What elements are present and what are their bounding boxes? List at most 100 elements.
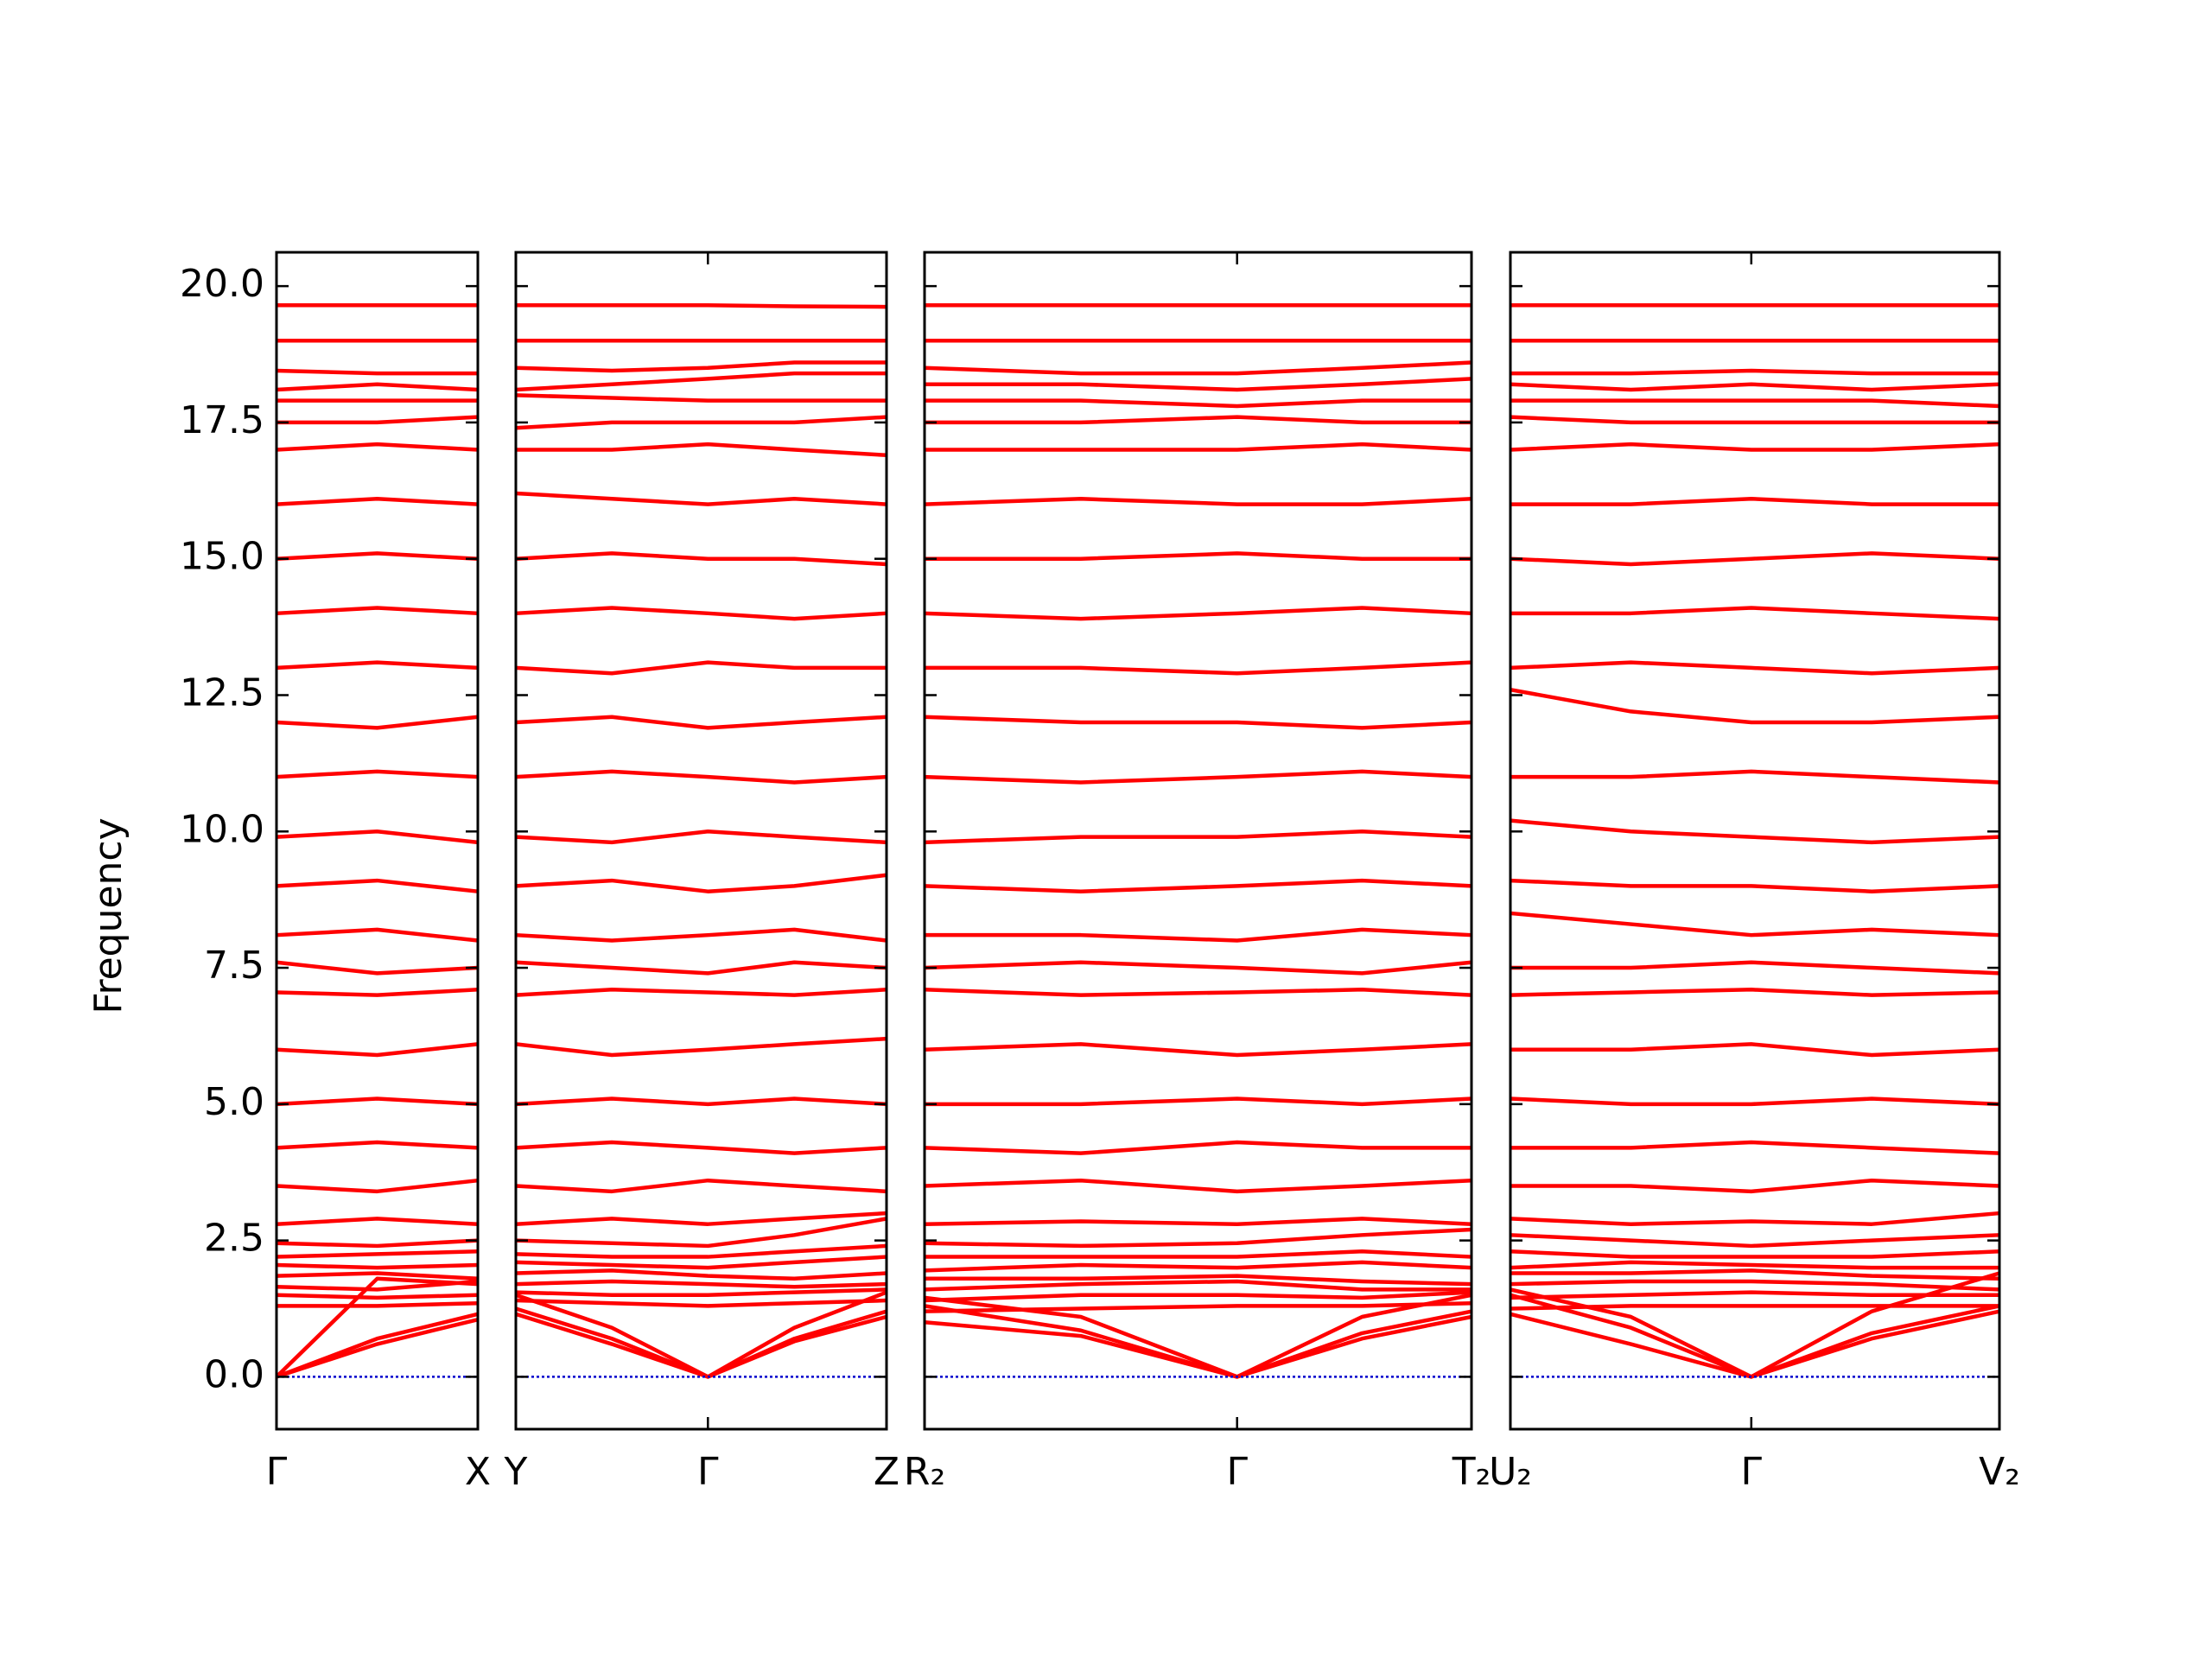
band-line	[276, 497, 479, 506]
band-line	[1510, 1096, 2000, 1107]
band-line	[1510, 988, 2000, 997]
band-line	[1510, 606, 2000, 621]
band-line	[515, 769, 887, 785]
band-line	[1510, 497, 1999, 506]
band-line	[516, 442, 887, 458]
band-line	[276, 551, 479, 561]
band-line	[925, 1274, 1472, 1287]
band-line	[924, 1217, 1472, 1226]
band-line	[1510, 660, 2000, 676]
band-line	[925, 442, 1472, 452]
band-line	[515, 360, 887, 373]
band-line	[925, 377, 1472, 392]
band-line	[276, 1140, 479, 1150]
band-line	[515, 1140, 887, 1155]
band-line	[1510, 1268, 2000, 1281]
band-line	[1510, 551, 2000, 567]
band-line	[924, 988, 1472, 997]
band-line	[1510, 398, 2000, 409]
band-line	[276, 1178, 479, 1194]
band-line	[924, 1290, 1472, 1303]
band-line	[1510, 382, 2000, 392]
x-tick-label: U₂	[1489, 1450, 1532, 1494]
x-tick-label: Γ	[697, 1450, 719, 1494]
band-line	[515, 1243, 887, 1259]
band-line	[276, 415, 479, 425]
band-line	[924, 1227, 1472, 1249]
band-line	[515, 830, 887, 845]
band-line	[515, 927, 887, 943]
band-line	[515, 606, 887, 621]
band-line	[924, 960, 1472, 976]
band-line	[924, 1042, 1472, 1058]
y-tick-label: 7.5	[204, 944, 264, 988]
y-tick-label: 0.0	[204, 1352, 264, 1396]
band-line	[925, 551, 1471, 561]
band-line	[276, 1271, 479, 1281]
band-line	[515, 1211, 887, 1226]
band-line	[1510, 1279, 2000, 1292]
band-line	[515, 715, 887, 730]
band-line	[1510, 1233, 2000, 1249]
band-line	[515, 660, 887, 676]
band-line	[1510, 1290, 1999, 1300]
band-line	[1510, 1304, 1999, 1311]
band-line	[1510, 1042, 2000, 1058]
x-tick-label: Z	[874, 1450, 899, 1494]
x-tick-label: X	[465, 1450, 491, 1494]
x-tick-label: Γ	[1226, 1450, 1248, 1494]
band-line	[515, 1298, 887, 1308]
band-line	[1510, 878, 2000, 893]
band-line	[1510, 368, 1999, 376]
band-line	[924, 1260, 1472, 1273]
band-line	[924, 1140, 1471, 1155]
band-line	[925, 1249, 1472, 1259]
band-line	[1510, 769, 2000, 785]
panel-frame	[275, 251, 480, 1431]
band-line	[515, 1178, 887, 1194]
band-line	[515, 491, 887, 506]
band-line	[276, 382, 479, 392]
band-line	[276, 1249, 479, 1259]
band-line	[276, 1238, 479, 1249]
band-line	[276, 988, 479, 997]
x-tick-label: Γ	[266, 1450, 288, 1494]
band-line	[276, 1312, 479, 1379]
x-tick-label: R₂	[904, 1450, 945, 1494]
band-line	[276, 1096, 479, 1107]
y-tick-label: 10.0	[180, 807, 264, 851]
y-axis-label: Frequency	[86, 817, 130, 1014]
panel-frame	[923, 251, 1473, 1431]
band-line	[515, 873, 887, 893]
band-line	[515, 1255, 887, 1270]
band-line	[515, 415, 887, 430]
x-tick-label: Y	[504, 1450, 528, 1494]
band-line	[276, 1279, 479, 1292]
band-line	[515, 551, 887, 567]
band-line	[1510, 415, 1999, 425]
band-line	[1510, 960, 2000, 976]
band-line	[276, 1262, 479, 1270]
band-line	[515, 1268, 887, 1281]
y-tick-label: 15.0	[180, 535, 264, 579]
band-line	[276, 1217, 479, 1226]
band-line	[925, 415, 1471, 425]
band-line	[924, 1279, 1471, 1292]
band-line	[1510, 687, 2000, 725]
x-tick-label: V₂	[1979, 1450, 2020, 1494]
band-line	[925, 660, 1472, 676]
band-line	[925, 1096, 1472, 1107]
y-tick-label: 2.5	[204, 1217, 264, 1261]
band-line	[924, 497, 1472, 506]
band-line	[276, 1293, 479, 1300]
band-line	[516, 302, 887, 309]
band-line	[276, 878, 479, 893]
y-tick-label: 5.0	[204, 1080, 264, 1124]
band-line	[515, 1217, 887, 1249]
band-line	[515, 1096, 887, 1107]
band-line	[276, 442, 479, 452]
band-line	[924, 715, 1472, 730]
